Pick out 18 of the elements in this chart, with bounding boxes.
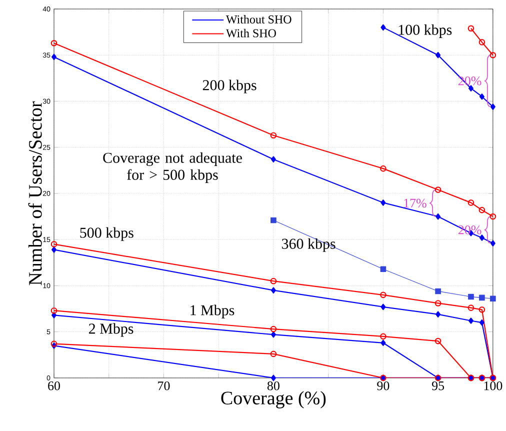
x-tick-label: 60 (48, 382, 60, 390)
x-axis-title: Coverage (%) (221, 391, 326, 408)
annotation: 200 kbps (202, 80, 256, 94)
annotation: 2 Mbps (89, 323, 134, 337)
legend-label: Without SHO (226, 15, 292, 24)
annotation: 100 kbps (398, 24, 452, 38)
annotation: 17% (404, 198, 426, 208)
legend-label: With SHO (226, 28, 276, 38)
annotation: 500 kbps (80, 227, 134, 241)
x-tick-label: 80 (267, 382, 280, 390)
x-tick-label: 90 (377, 382, 390, 390)
y-axis-title: Number of Users/Sector (28, 101, 42, 286)
x-tick-label: 100 (484, 382, 502, 390)
annotation: 360 kbps (282, 238, 336, 252)
annotation: Coverage not adequate for > 500 kbps (103, 152, 242, 183)
x-tick-label: 95 (432, 381, 444, 390)
annotation: 1 Mbps (190, 304, 234, 318)
x-tick-label: 70 (158, 382, 170, 390)
